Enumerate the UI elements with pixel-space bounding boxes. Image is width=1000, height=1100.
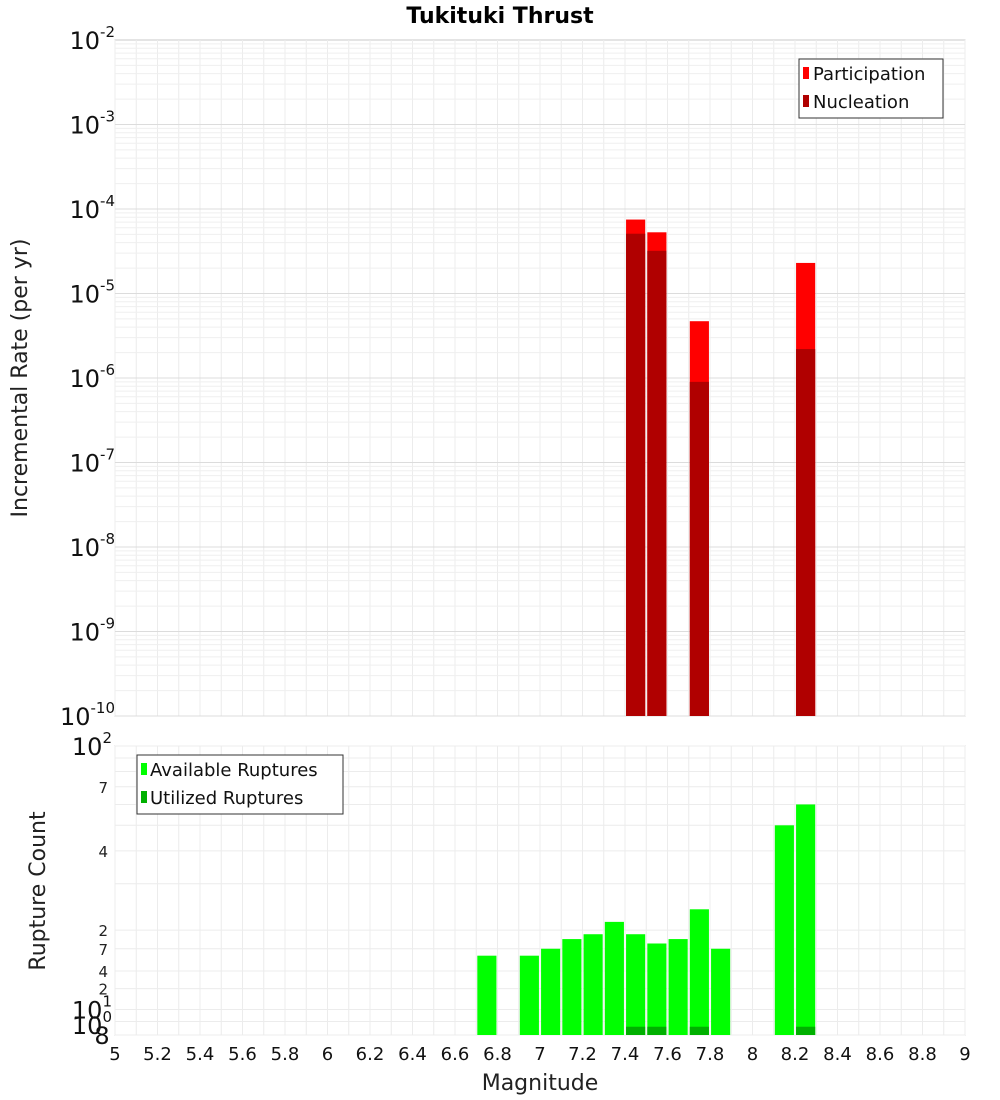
bottom-bar-available-ruptures: [689, 909, 709, 1035]
bottom-y-tick-overlay-label: 8: [94, 1022, 109, 1050]
top-bar-nucleation: [626, 233, 646, 716]
bottom-y-axis-title: Rupture Count: [26, 811, 51, 971]
x-tick-label: 8.4: [823, 1044, 852, 1065]
top-y-tick-label: 10-2: [69, 23, 115, 55]
top-y-tick-label: 10-9: [69, 615, 115, 647]
bottom-y-minor-tick-label: 2: [98, 981, 108, 999]
legend-utilized-ruptures-label: Utilized Ruptures: [150, 788, 303, 809]
legend-utilized-ruptures-swatch: [141, 791, 147, 803]
legend-nucleation-swatch: [803, 95, 809, 107]
bottom-bar-available-ruptures: [541, 948, 561, 1035]
bottom-bar-available-ruptures: [774, 825, 794, 1035]
x-tick-label: 6.6: [441, 1044, 470, 1065]
legend-participation-swatch: [803, 67, 809, 79]
bottom-y-tick-label: 101: [72, 992, 112, 1024]
top-y-tick-label: 10-4: [69, 192, 115, 224]
chart-title: Tukituki Thrust: [406, 4, 594, 29]
bottom-bar-utilized-ruptures: [647, 1026, 667, 1035]
x-tick-label: 8: [747, 1044, 758, 1065]
top-y-tick-label: 10-10: [60, 699, 115, 731]
bottom-y-minor-tick-label: 7: [98, 941, 108, 959]
x-tick-label: 8.8: [908, 1044, 937, 1065]
bottom-bar-utilized-ruptures: [796, 1026, 816, 1035]
top-y-tick-label: 10-3: [69, 108, 115, 140]
x-tick-label: 7.6: [653, 1044, 682, 1065]
top-y-tick-label: 10-7: [69, 446, 115, 478]
top-legend-box: [798, 58, 944, 119]
legend-available-ruptures-swatch: [141, 763, 147, 775]
x-tick-label: 7.2: [568, 1044, 597, 1065]
x-tick-label: 6.2: [356, 1044, 385, 1065]
bottom-bar-available-ruptures: [519, 955, 539, 1035]
bottom-bar-available-ruptures: [796, 804, 816, 1035]
x-tick-label: 7: [534, 1044, 545, 1065]
top-plot: 10-10 10-9 10-8 10-7 10-6 10-5 10-4 10-3 10-2 In…: [8, 23, 966, 731]
bottom-bars: [477, 804, 816, 1035]
legend-nucleation-label: Nucleation: [813, 92, 909, 113]
bottom-y-tick-label: 102: [72, 729, 112, 761]
bottom-y-tick-label: 100: [72, 1008, 112, 1040]
top-y-axis-title: Incremental Rate (per yr): [8, 239, 33, 518]
top-bar-nucleation: [647, 250, 667, 716]
x-tick-label: 5: [109, 1044, 120, 1065]
x-tick-label: 5.8: [271, 1044, 300, 1065]
bottom-legend: Available Ruptures Utilized Ruptures: [136, 754, 344, 815]
top-y-tick-label: 10-6: [69, 361, 115, 393]
x-tick-label: 7.4: [611, 1044, 640, 1065]
x-tick-label: 8.2: [781, 1044, 810, 1065]
bottom-bar-available-ruptures: [604, 921, 624, 1035]
x-tick-label: 5.2: [143, 1044, 172, 1065]
bottom-y-minor-tick-label: 7: [98, 779, 108, 797]
x-tick-label: 6.4: [398, 1044, 427, 1065]
bottom-y-minor-tick-label: 2: [98, 922, 108, 940]
top-y-tick-label: 10-5: [69, 277, 115, 309]
bottom-bar-available-ruptures: [583, 934, 603, 1035]
x-tick-label: 6.8: [483, 1044, 512, 1065]
x-tick-label: 6: [322, 1044, 333, 1065]
x-axis-title: Magnitude: [482, 1071, 599, 1096]
bottom-y-minor-tick-label: 4: [98, 843, 108, 861]
legend-available-ruptures-label: Available Ruptures: [150, 760, 318, 781]
x-tick-labels: 5 5.2 5.4 5.6 5.8 6 6.2 6.4 6.6 6.8 7 7.2 7.4 7.6 7.8 8…: [109, 1044, 970, 1065]
legend-participation-label: Participation: [813, 64, 925, 85]
top-grid: [114, 40, 966, 717]
bottom-legend-box: [136, 754, 344, 815]
bottom-bar-available-ruptures: [711, 948, 731, 1035]
bottom-bar-utilized-ruptures: [689, 1026, 709, 1035]
bottom-y-minor-tick-label: 4: [98, 963, 108, 981]
x-tick-label: 5.4: [186, 1044, 215, 1065]
x-tick-label: 7.8: [696, 1044, 725, 1065]
bottom-bar-available-ruptures: [647, 943, 667, 1035]
x-tick-label: 5.6: [228, 1044, 257, 1065]
bottom-bar-available-ruptures: [626, 934, 646, 1035]
bottom-bar-available-ruptures: [562, 939, 582, 1035]
top-bar-nucleation: [796, 349, 816, 716]
top-bars: [626, 219, 816, 717]
top-y-tick-labels: 10-10 10-9 10-8 10-7 10-6 10-5 10-4 10-3 10-2: [60, 23, 115, 731]
top-legend: Participation Nucleation: [798, 58, 944, 119]
bottom-bar-utilized-ruptures: [626, 1026, 646, 1035]
bottom-bar-available-ruptures: [668, 939, 688, 1035]
x-tick-label: 9: [959, 1044, 970, 1065]
top-y-tick-label: 10-8: [69, 530, 115, 562]
bottom-bar-available-ruptures: [477, 955, 497, 1035]
x-tick-label: 8.6: [866, 1044, 895, 1065]
top-bar-nucleation: [689, 381, 709, 716]
